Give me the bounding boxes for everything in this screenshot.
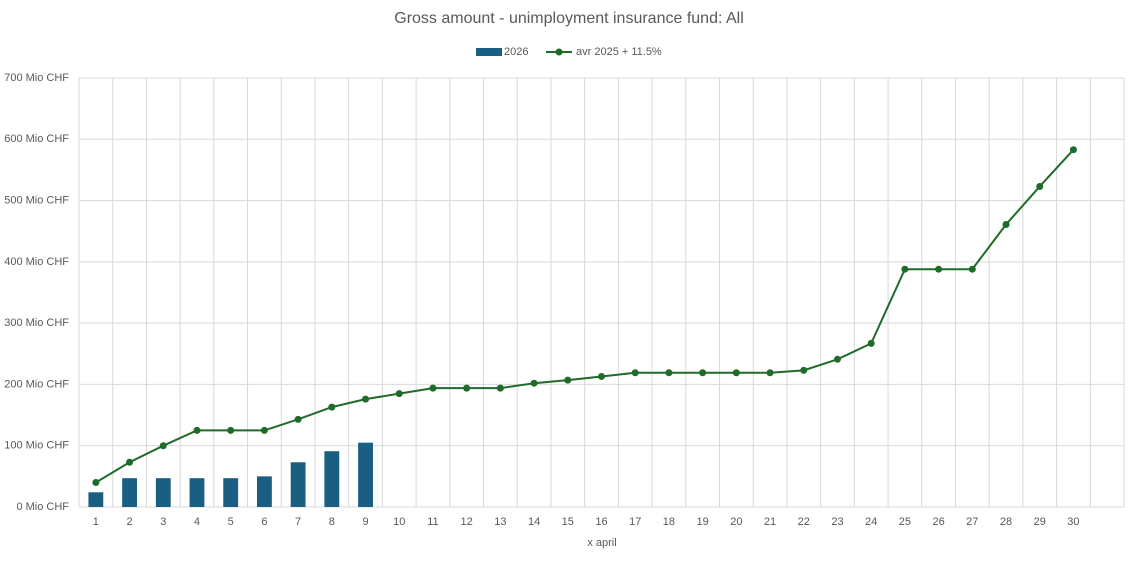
x-tick-label: 14 xyxy=(528,516,540,528)
y-tick-label: 700 Mio CHF xyxy=(4,72,69,84)
line-point xyxy=(463,384,471,392)
line-point xyxy=(732,369,740,377)
y-tick-label: 100 Mio CHF xyxy=(4,440,69,452)
x-tick-label: 28 xyxy=(1000,516,1012,528)
line-point xyxy=(631,369,639,377)
y-tick-label: 0 Mio CHF xyxy=(16,501,69,513)
x-tick-label: 27 xyxy=(966,516,978,528)
line-point xyxy=(362,395,370,403)
line-point xyxy=(1002,220,1010,228)
x-tick-label: 21 xyxy=(764,516,776,528)
y-tick-label: 600 Mio CHF xyxy=(4,133,69,145)
x-tick-label: 19 xyxy=(697,516,709,528)
line-point xyxy=(530,379,538,387)
line-point xyxy=(395,390,403,398)
line-point xyxy=(92,478,100,486)
line-point xyxy=(294,415,302,423)
x-tick-label: 6 xyxy=(261,516,267,528)
line-point xyxy=(126,458,134,466)
legend-swatch xyxy=(555,48,563,56)
bar xyxy=(256,476,272,507)
line-point xyxy=(901,265,909,273)
y-tick-label: 200 Mio CHF xyxy=(4,378,69,390)
line-point xyxy=(1069,146,1077,154)
x-tick-label: 18 xyxy=(663,516,675,528)
bar xyxy=(358,442,373,507)
line-point xyxy=(598,372,605,380)
x-axis-label: x april xyxy=(587,537,616,549)
line-point xyxy=(496,384,504,392)
x-tick-label: 30 xyxy=(1067,516,1079,528)
line-point xyxy=(665,369,673,377)
line-point xyxy=(260,426,268,434)
x-tick-label: 20 xyxy=(730,516,742,528)
x-tick-label: 25 xyxy=(899,516,911,528)
line-point xyxy=(800,366,808,374)
line-point xyxy=(429,384,437,392)
line-point xyxy=(867,339,875,347)
line xyxy=(95,149,1075,484)
x-tick-label: 4 xyxy=(194,516,200,528)
legend-label: 2026 xyxy=(504,46,528,58)
y-tick-label: 400 Mio CHF xyxy=(4,256,69,268)
y-tick-label: 500 Mio CHF xyxy=(4,194,69,206)
line-point xyxy=(564,376,572,384)
x-tick-label: 2 xyxy=(127,516,133,528)
bar xyxy=(155,478,171,507)
line-point xyxy=(833,355,841,363)
line-point xyxy=(159,442,167,450)
line-point xyxy=(968,265,976,273)
bar xyxy=(223,478,239,507)
x-tick-label: 26 xyxy=(932,516,944,528)
bar xyxy=(290,462,306,507)
line-point xyxy=(699,369,707,377)
x-tick-label: 15 xyxy=(562,516,574,528)
y-tick-label: 300 Mio CHF xyxy=(4,317,69,329)
x-tick-label: 29 xyxy=(1034,516,1046,528)
line-point xyxy=(766,369,774,377)
x-tick-label: 9 xyxy=(362,516,368,528)
x-tick-label: 7 xyxy=(295,516,301,528)
x-tick-label: 8 xyxy=(329,516,335,528)
bar xyxy=(189,478,205,507)
x-tick-label: 10 xyxy=(393,516,405,528)
line-point xyxy=(193,426,201,434)
x-tick-label: 23 xyxy=(831,516,843,528)
x-tick-label: 24 xyxy=(865,516,877,528)
chart-title: Gross amount - unimployment insurance fu… xyxy=(394,10,744,27)
line-point xyxy=(935,265,943,273)
line-point xyxy=(227,426,235,434)
x-tick-label: 1 xyxy=(93,516,99,528)
legend-swatch xyxy=(476,48,502,56)
x-tick-label: 16 xyxy=(595,516,607,528)
x-tick-label: 11 xyxy=(427,516,438,528)
x-tick-label: 12 xyxy=(461,516,473,528)
x-tick-label: 13 xyxy=(494,516,506,528)
x-tick-label: 22 xyxy=(798,516,810,528)
bar xyxy=(122,478,137,507)
line-point xyxy=(1036,182,1044,190)
x-tick-label: 3 xyxy=(160,516,166,528)
legend-label: avr 2025 + 11.5% xyxy=(576,46,662,58)
x-tick-label: 5 xyxy=(228,516,234,528)
x-tick-label: 17 xyxy=(629,516,641,528)
bar xyxy=(324,451,340,507)
line-point xyxy=(328,403,336,411)
bar xyxy=(88,492,104,507)
